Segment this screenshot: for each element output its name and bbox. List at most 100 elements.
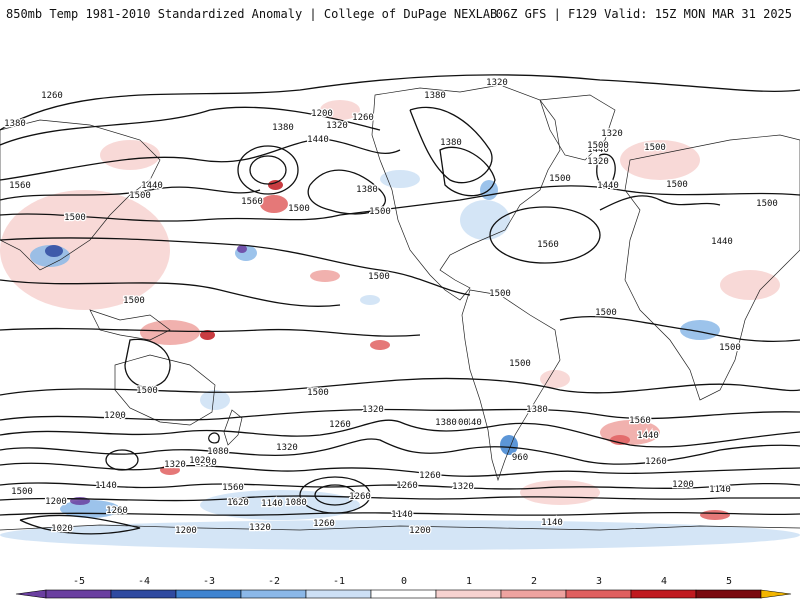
map-title: 850mb Temp 1981-2010 Standardized Anomal… <box>6 7 498 21</box>
contour-label: 960 <box>512 453 528 463</box>
contour-label: 1500 <box>549 174 571 184</box>
contour-label: 1200 <box>409 526 431 536</box>
contour-label: 1320 <box>601 129 623 139</box>
anomaly-patch <box>45 245 63 257</box>
contour-label: 1140 <box>541 518 563 528</box>
header: 850mb Temp 1981-2010 Standardized Anomal… <box>0 0 800 36</box>
contour-label: 1380 <box>4 119 26 129</box>
anomaly-patch <box>310 270 340 282</box>
anomaly-patch <box>260 195 288 213</box>
contour-label: 1260 <box>329 420 351 430</box>
colorbar-segment <box>240 589 307 599</box>
contour-label: 1500 <box>489 289 511 299</box>
colorbar-tick-label: -1 <box>332 576 346 587</box>
contour-label: 1500 <box>369 207 391 217</box>
contour-label: 1500 <box>644 143 666 153</box>
run-info: 06Z GFS | F129 Valid: 15Z MON MAR 31 202… <box>495 7 792 21</box>
contour-label: 1320 <box>164 460 186 470</box>
anomaly-patch <box>140 320 200 345</box>
contour-label: 1140 <box>261 499 283 509</box>
contour-label: 1500 <box>595 308 617 318</box>
anomaly-patch <box>200 330 215 340</box>
anomaly-patch <box>0 190 170 310</box>
colorbar-segment <box>175 589 242 599</box>
contour-label: 1200 <box>672 480 694 490</box>
anomaly-patch <box>610 435 630 445</box>
contour-label: 1500 <box>136 386 158 396</box>
contour-label: 1380 <box>526 405 548 415</box>
contour-label: 1440 <box>711 237 733 247</box>
contour-label: 1200 <box>45 497 67 507</box>
contour-label: 1200 <box>311 109 333 119</box>
anomaly-patch <box>720 270 780 300</box>
colorbar-tick-label: 1 <box>465 576 473 587</box>
colorbar-max-arrow <box>760 589 792 599</box>
colorbar-segment <box>305 589 372 599</box>
contour-label: 1560 <box>222 483 244 493</box>
contour-label: 1140 <box>709 485 731 495</box>
contour-label: 1200 <box>104 411 126 421</box>
contour-label: 1380 <box>356 185 378 195</box>
anomaly-patch <box>0 520 800 550</box>
contour-label: 1440 <box>597 181 619 191</box>
contour-label: 1380 <box>272 123 294 133</box>
contour-label: 1260 <box>419 471 441 481</box>
contour-label: 1320 <box>587 157 609 167</box>
map-panel: 1320 1260 1380 1380 1200 1320 1260 1380 1440 1320… <box>0 40 800 554</box>
contour-label: 1500 <box>719 343 741 353</box>
contour-label: 1500 <box>756 199 778 209</box>
colorbar-tick-label: -5 <box>72 576 86 587</box>
anomaly-patch <box>500 435 518 455</box>
colorbar-segment <box>695 589 762 599</box>
contour-label: 1500 <box>447 418 469 428</box>
colorbar-segment <box>500 589 567 599</box>
contour-label: 1380 <box>440 138 462 148</box>
anomaly-patch <box>540 370 570 388</box>
anomaly-patch <box>237 245 247 253</box>
contour-label: 1260 <box>645 457 667 467</box>
contour-label: 1500 <box>11 487 33 497</box>
contour-label: 1260 <box>106 506 128 516</box>
colorbar-tick-label: 0 <box>400 576 408 587</box>
colorbar-tick-label: 2 <box>530 576 538 587</box>
contour-label: 1500 <box>64 213 86 223</box>
contour-label: 1440 <box>141 181 163 191</box>
contour-label: 1500 <box>587 141 609 151</box>
coastlines <box>0 84 800 531</box>
anomaly-patch <box>200 390 230 410</box>
colorbar-segment <box>370 589 437 599</box>
contour-label: 1380 <box>424 91 446 101</box>
contour-label: 1320 <box>249 523 271 533</box>
contour-labels: 1320 1260 1380 1380 1200 1320 1260 1380 1440 1320… <box>3 77 779 538</box>
contour-label: 1320 <box>362 405 384 415</box>
anomaly-patch <box>520 480 600 505</box>
contour-label: 1080 <box>285 498 307 508</box>
contour-label: 1380 <box>435 418 457 428</box>
anomaly-patch <box>380 170 420 188</box>
colorbar-tick-label: -4 <box>137 576 151 587</box>
contour-label: 1560 <box>9 181 31 191</box>
contour-label: 1260 <box>349 492 371 502</box>
contour-label: 1320 <box>486 78 508 88</box>
anomaly-patch <box>100 140 160 170</box>
colorbar-segment <box>565 589 632 599</box>
colorbar-tick-label: 4 <box>660 576 668 587</box>
contour-label: 1620 <box>227 498 249 508</box>
contour-label: 1260 <box>396 481 418 491</box>
colorbar-tick-label: 3 <box>595 576 603 587</box>
contour-label: 1440 <box>195 458 217 468</box>
colorbar-segment <box>630 589 697 599</box>
contour-label: 1500 <box>123 296 145 306</box>
colorbar-tick-label: -2 <box>267 576 281 587</box>
contour-label: 1440 <box>307 135 329 145</box>
colorbar-svg <box>15 589 792 599</box>
colorbar-segment <box>435 589 502 599</box>
anomaly-patch <box>370 340 390 350</box>
anomaly-patch <box>460 200 510 240</box>
contour-label: 1500 <box>307 388 329 398</box>
anomaly-patch <box>680 320 720 340</box>
contour-label: 1500 <box>509 359 531 369</box>
colorbar <box>0 560 800 600</box>
anomaly-patch <box>360 295 380 305</box>
anomaly-map-svg: 1320 1260 1380 1380 1200 1320 1260 1380 1440 1320… <box>0 74 800 550</box>
